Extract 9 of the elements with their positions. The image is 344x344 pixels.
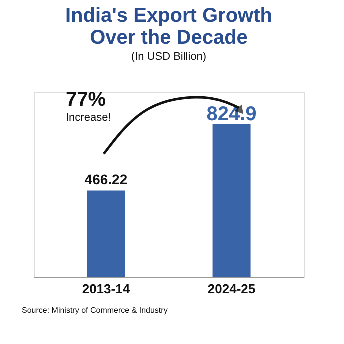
chart-subtitle: (In USD Billion) [131, 51, 207, 63]
text: Increase! [66, 112, 112, 124]
x-tick-label: 2024-25 [208, 282, 256, 296]
source-note: Source: Ministry of Commerce & Industry [22, 306, 168, 315]
data-label: 466.22 [84, 172, 128, 188]
data-label: 824.9 [206, 103, 257, 126]
x-tick-label: 2013-14 [82, 282, 131, 296]
chart-title: India's Export Growth Over the Decade [66, 5, 272, 49]
text: 77% [66, 89, 106, 111]
